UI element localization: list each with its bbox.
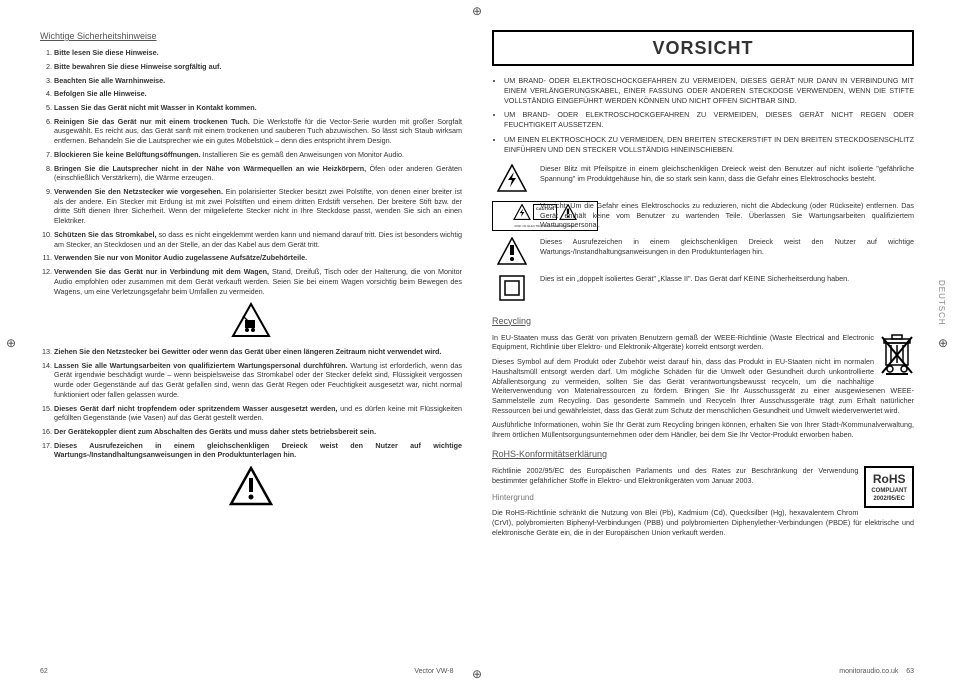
recycling-text: Ausführliche Informationen, wohin Sie Ih…	[492, 420, 914, 439]
hintergrund-text: Die RoHS-Richtlinie schränkt die Nutzung…	[492, 508, 914, 537]
list-item: Bitte bewahren Sie diese Hinweise sorgfä…	[54, 62, 462, 72]
list-item: Verwenden Sie den Netzstecker wie vorges…	[54, 187, 462, 226]
warning-row: Dieses Ausrufezeichen in einem gleichsch…	[492, 237, 914, 268]
list-item: Der Gerätekoppler dient zum Abschalten d…	[54, 427, 462, 437]
rohs-compliant-badge: RoHS COMPLIANT 2002/95/EC	[864, 466, 914, 508]
caution-label-icon: CAUTION RISK OF ELECTRIC SHOCK DO NOT OP…	[492, 201, 532, 231]
list-item: Lassen Sie alle Wartungsarbeiten von qua…	[54, 361, 462, 400]
list-item: Bringen Sie die Lautsprecher nicht in de…	[54, 164, 462, 183]
list-item: Verwenden Sie das Gerät nur in Verbindun…	[54, 267, 462, 296]
warning-row: Dieser Blitz mit Pfeilspitze in einem gl…	[492, 164, 914, 195]
lightning-triangle-icon	[492, 164, 532, 195]
warning-text: Dieses Ausrufezeichen in einem gleichsch…	[540, 237, 914, 256]
rohs-text: Richtlinie 2002/95/EC des Europäischen P…	[492, 466, 914, 485]
page-number-right: 63	[906, 668, 914, 675]
recycling-text: In EU-Staaten muss das Gerät von private…	[492, 333, 914, 352]
footer-url: monitoraudio.co.uk	[839, 668, 898, 675]
crop-mark: ⊕	[938, 336, 948, 350]
list-item: Bitte lesen Sie diese Hinweise.	[54, 48, 462, 58]
left-column: Wichtige Sicherheitshinweise Bitte lesen…	[40, 30, 462, 615]
list-item: Reinigen Sie das Gerät nur mit einem tro…	[54, 117, 462, 146]
list-item: Befolgen Sie alle Hinweise.	[54, 89, 462, 99]
warning-row: Dies ist ein „doppelt isoliertes Gerät" …	[492, 274, 914, 305]
warning-bullets: UM BRAND- ODER ELEKTROSCHOCKGEFAHREN ZU …	[492, 76, 914, 154]
list-item: Ziehen Sie den Netzstecker bei Gewitter …	[54, 347, 462, 357]
rohs-heading: RoHS-Konformitätserklärung	[492, 448, 914, 460]
crop-mark: ⊕	[6, 336, 16, 350]
warning-text: Dieser Blitz mit Pfeilspitze in einem gl…	[540, 164, 914, 183]
hintergrund-heading: Hintergrund	[492, 493, 914, 504]
safety-list-2: Ziehen Sie den Netzstecker bei Gewitter …	[40, 347, 462, 460]
footer: 62 Vector VW-8 monitoraudio.co.uk 63	[0, 668, 954, 675]
page-number-left: 62	[40, 668, 48, 675]
exclamation-triangle-icon	[492, 237, 532, 268]
language-tab: DEUTSCH	[937, 280, 946, 326]
recycling-text: Dieses Symbol auf dem Produkt oder Zubeh…	[492, 357, 914, 415]
list-item: Schützen Sie das Stromkabel, so dass es …	[54, 230, 462, 249]
list-item: Beachten Sie alle Warnhinweise.	[54, 76, 462, 86]
list-item: Lassen Sie das Gerät nicht mit Wasser in…	[54, 103, 462, 113]
bullet-item: UM BRAND- ODER ELEKTROSCHOCKGEFAHREN ZU …	[504, 76, 914, 105]
warning-text: Dies ist ein „doppelt isoliertes Gerät" …	[540, 274, 914, 284]
cart-warning-icon	[40, 302, 462, 341]
list-item: Dieses Ausrufezeichen in einem gleichsch…	[54, 441, 462, 460]
double-insulation-icon	[492, 274, 532, 305]
weee-icon	[880, 333, 914, 378]
vorsicht-heading: VORSICHT	[492, 30, 914, 66]
warning-row: CAUTION RISK OF ELECTRIC SHOCK DO NOT OP…	[492, 201, 914, 231]
exclamation-triangle-icon	[40, 466, 462, 509]
bullet-item: UM BRAND- ODER ELEKTROSCHOCKGEFAHREN ZU …	[504, 110, 914, 129]
list-item: Dieses Gerät darf nicht tropfendem oder …	[54, 404, 462, 423]
safety-list: Bitte lesen Sie diese Hinweise. Bitte bew…	[40, 48, 462, 296]
bullet-item: UM EINEN ELEKTROSCHOCK ZU VERMEIDEN, DEN…	[504, 135, 914, 154]
section-title: Wichtige Sicherheitshinweise	[40, 30, 462, 42]
right-column: VORSICHT UM BRAND- ODER ELEKTROSCHOCKGEF…	[492, 30, 914, 615]
list-item: Verwenden Sie nur von Monitor Audio zuge…	[54, 253, 462, 263]
warning-text: Vorsicht: Um die Gefahr eines Elektrosch…	[540, 201, 914, 230]
crop-mark: ⊕	[472, 4, 482, 18]
footer-product: Vector VW-8	[414, 668, 453, 675]
list-item: Blockieren Sie keine Belüftungsöffnungen…	[54, 150, 462, 160]
recycling-heading: Recycling	[492, 315, 914, 327]
